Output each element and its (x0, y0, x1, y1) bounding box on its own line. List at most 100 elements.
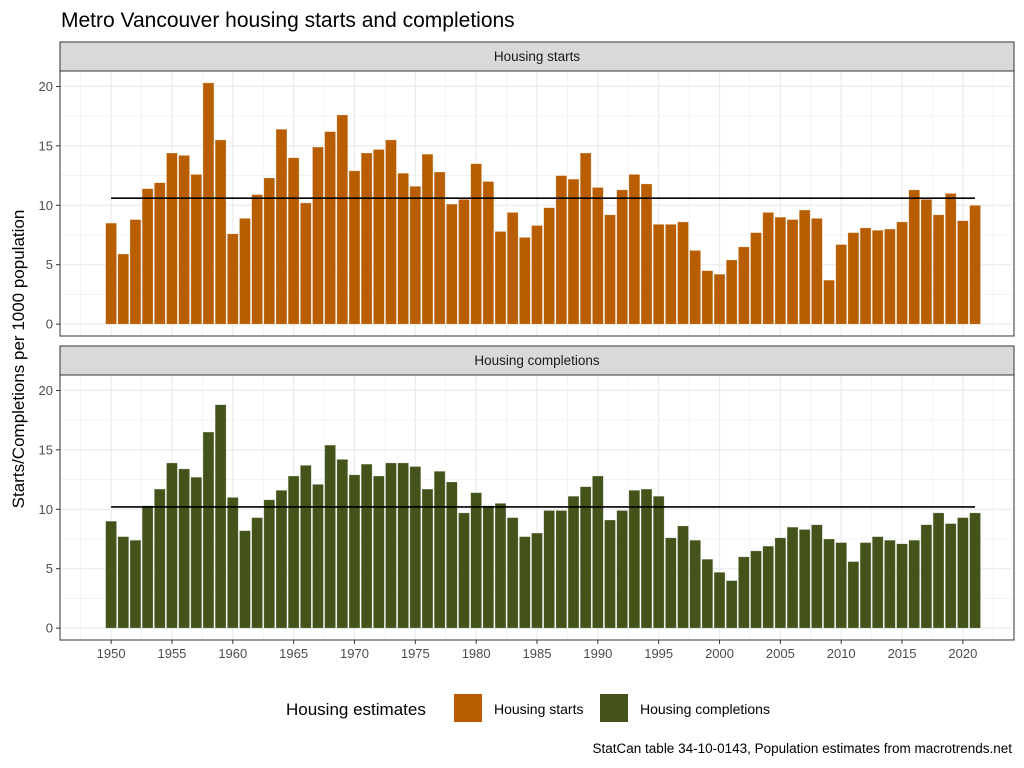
bar (823, 279, 835, 325)
bar (433, 171, 446, 325)
bar (713, 273, 726, 325)
legend: Housing estimates Housing starts Housing… (286, 694, 770, 722)
bar (287, 157, 300, 325)
x-tick-label: 1955 (157, 646, 186, 661)
bar (482, 505, 495, 629)
bar (531, 225, 543, 325)
x-tick-label: 1980 (462, 646, 491, 661)
bar (117, 253, 130, 325)
bar (543, 207, 555, 325)
x-tick-label: 1965 (279, 646, 308, 661)
panel-housing-starts: Housing starts 0 5 10 15 20 (39, 41, 1015, 337)
bar (129, 219, 142, 325)
bar (628, 489, 641, 629)
facet-strip (59, 345, 1015, 376)
bar (543, 510, 555, 629)
x-axis: 1950 1955 1960 1965 1970 1975 1980 1985 1990 1995… (97, 640, 977, 661)
bar (336, 459, 349, 629)
bar (214, 139, 227, 325)
bar (324, 444, 336, 629)
facet-strip (59, 41, 1015, 72)
y-tick-label: 10 (39, 502, 53, 517)
bar (421, 153, 434, 325)
y-tick-label: 15 (39, 442, 53, 457)
bar (482, 181, 495, 325)
bar (360, 152, 373, 325)
bar (166, 152, 178, 325)
bar (214, 404, 227, 629)
legend-label-completions: Housing completions (640, 701, 770, 717)
bar (227, 233, 239, 325)
bar (774, 216, 787, 325)
bar (908, 189, 920, 325)
y-tick-label: 10 (39, 198, 53, 213)
bar (567, 495, 580, 629)
bar (871, 536, 884, 629)
bar (896, 543, 908, 629)
x-tick-label: 2020 (948, 646, 977, 661)
bar (579, 152, 592, 325)
bar (652, 223, 665, 325)
bar (385, 139, 397, 325)
legend-title: Housing estimates (286, 700, 426, 719)
bar (506, 212, 519, 325)
bar (932, 512, 945, 629)
bar (811, 218, 823, 325)
bar (409, 185, 422, 325)
bar (519, 536, 531, 629)
y-tick-label: 20 (39, 79, 53, 94)
panel-housing-completions: Housing completions 0 5 10 15 20 (39, 345, 1015, 641)
bar (604, 214, 616, 325)
bar (592, 475, 604, 629)
bar (616, 189, 628, 325)
bar (677, 221, 689, 325)
bar (470, 492, 482, 629)
bar (823, 538, 835, 629)
bar (786, 219, 799, 325)
bar (433, 470, 446, 629)
bar (871, 229, 884, 325)
bar (604, 519, 616, 629)
x-tick-label: 1995 (644, 646, 673, 661)
bar (263, 177, 276, 325)
bar (969, 512, 981, 629)
bar (494, 231, 507, 325)
bar (506, 517, 519, 629)
bar (713, 571, 726, 629)
bar (141, 188, 154, 325)
x-tick-label: 1985 (523, 646, 552, 661)
bar (251, 194, 263, 325)
bar (397, 172, 409, 325)
x-tick-label: 2010 (827, 646, 856, 661)
bar (494, 503, 507, 629)
bar (300, 202, 312, 325)
bar (385, 462, 397, 629)
bar (446, 203, 458, 325)
bar (154, 488, 166, 629)
bar (835, 244, 847, 325)
bar (227, 497, 239, 629)
bar (348, 170, 361, 325)
bar (251, 517, 263, 629)
bar (908, 539, 920, 629)
bar (738, 246, 750, 325)
bar (105, 520, 117, 629)
bar (944, 523, 957, 629)
bar (884, 228, 896, 325)
bar (701, 558, 714, 629)
bar (920, 199, 933, 325)
bar (458, 512, 470, 629)
bar (689, 539, 701, 629)
bar (884, 539, 896, 629)
x-tick-label: 1960 (218, 646, 247, 661)
bar (239, 530, 251, 629)
bar (677, 525, 689, 629)
bar (373, 149, 385, 325)
bar (762, 212, 774, 325)
legend-swatch-completions (600, 694, 628, 722)
bar (421, 488, 434, 629)
bar (798, 209, 811, 325)
bar (932, 214, 945, 325)
chart-title: Metro Vancouver housing starts and compl… (61, 9, 515, 32)
x-tick-label: 1975 (401, 646, 430, 661)
